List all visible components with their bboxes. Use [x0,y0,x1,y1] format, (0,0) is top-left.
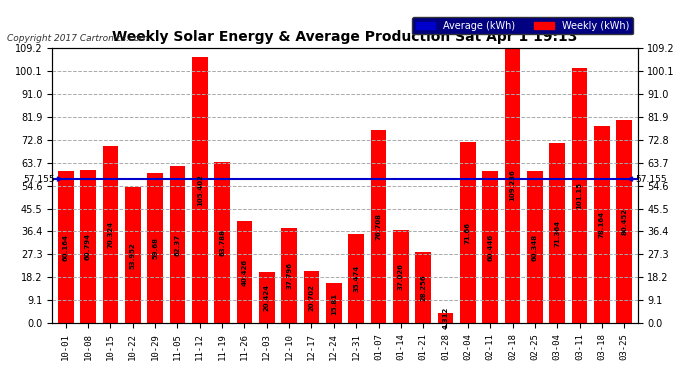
Bar [58,171,74,323]
Bar [215,162,230,323]
Bar [616,120,632,323]
Text: 60.164: 60.164 [63,234,69,261]
Bar [304,271,319,323]
Text: 35.474: 35.474 [353,265,359,292]
Text: 78.164: 78.164 [599,211,605,238]
Text: 60.794: 60.794 [85,233,91,260]
Bar [371,130,386,323]
Text: 62.37: 62.37 [175,234,181,256]
Text: 70.324: 70.324 [108,221,113,248]
Bar [170,166,186,323]
Bar [527,171,543,323]
Text: 20.424: 20.424 [264,284,270,311]
Bar [282,228,297,323]
Text: 4.312: 4.312 [442,307,448,329]
Bar [348,234,364,323]
Bar [415,252,431,323]
Text: 57.155: 57.155 [629,175,667,184]
Text: 60.348: 60.348 [532,234,538,261]
Bar [147,173,163,323]
Legend: Average (kWh), Weekly (kWh): Average (kWh), Weekly (kWh) [412,17,633,34]
Bar [80,170,96,323]
Text: 20.702: 20.702 [308,284,315,311]
Text: 59.68: 59.68 [152,237,158,259]
Bar [237,221,253,323]
Text: 80.452: 80.452 [621,209,627,236]
Bar [259,272,275,323]
Text: 71.66: 71.66 [465,222,471,244]
Text: 63.788: 63.788 [219,230,225,256]
Text: 101.15: 101.15 [577,182,582,209]
Text: 37.026: 37.026 [398,263,404,290]
Text: 53.952: 53.952 [130,242,136,268]
Title: Weekly Solar Energy & Average Production Sat Apr 1 19:13: Weekly Solar Energy & Average Production… [112,30,578,44]
Bar [192,57,208,323]
Text: 60.446: 60.446 [487,234,493,261]
Text: Copyright 2017 Cartronics.com: Copyright 2017 Cartronics.com [7,34,148,43]
Bar [460,142,475,323]
Text: 105.402: 105.402 [197,174,203,206]
Bar [125,187,141,323]
Bar [437,312,453,323]
Bar [482,171,498,323]
Text: 28.256: 28.256 [420,274,426,301]
Text: 71.364: 71.364 [554,220,560,247]
Text: 15.81: 15.81 [331,292,337,315]
Bar [572,68,587,323]
Bar [549,143,565,323]
Text: 57.155: 57.155 [23,175,61,184]
Text: 76.708: 76.708 [375,213,382,240]
Text: 40.426: 40.426 [241,259,248,286]
Bar [504,48,520,323]
Bar [326,284,342,323]
Text: 109.236: 109.236 [509,170,515,201]
Bar [594,126,610,323]
Bar [393,230,408,323]
Bar [103,146,118,323]
Text: 37.796: 37.796 [286,262,292,289]
